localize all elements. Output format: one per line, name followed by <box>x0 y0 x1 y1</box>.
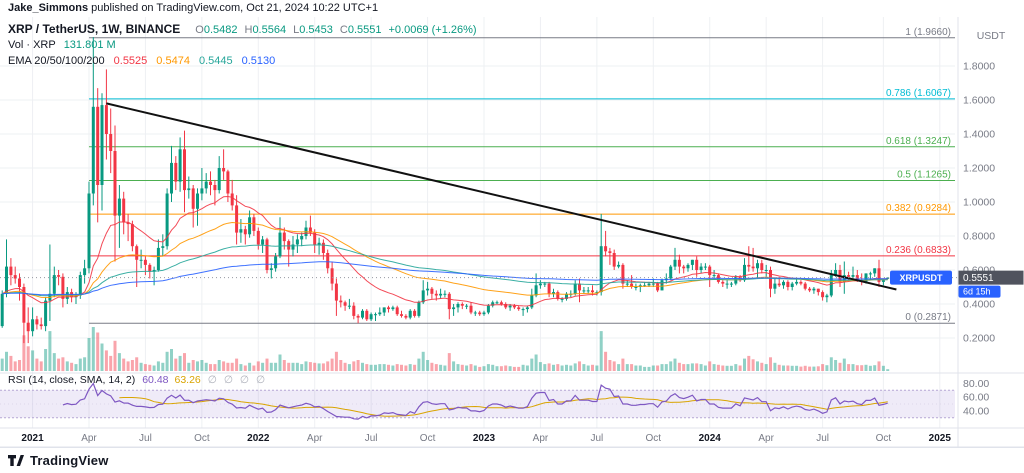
fib-retracement[interactable]: 1 (1.9660) 0.786 (1.6067) 0.618 (1.3247) 0.… <box>88 27 955 324</box>
svg-text:1.4000: 1.4000 <box>963 129 995 141</box>
grid <box>0 17 955 428</box>
publish-bar: Jake_Simmons published on TradingView.co… <box>0 0 1024 17</box>
svg-text:Jul: Jul <box>139 433 152 444</box>
time-axis[interactable]: 2021 Apr Jul Oct 2022 Apr Jul Oct 2023 Apr Jul Oct 2… <box>21 433 951 444</box>
svg-text:0.382 (0.9284): 0.382 (0.9284) <box>886 203 951 214</box>
svg-text:0 (0.2871): 0 (0.2871) <box>905 312 951 323</box>
svg-text:Oct: Oct <box>420 433 436 444</box>
symbol-legend-row[interactable]: XRP / TetherUS, 1W, BINANCE O0.5482 H0.556… <box>8 21 477 37</box>
rsi-line <box>62 382 888 420</box>
svg-text:USDT: USDT <box>977 30 1006 42</box>
symbol-price-badge <box>890 270 952 285</box>
high-label: H <box>244 24 253 36</box>
svg-text:2022: 2022 <box>247 433 270 444</box>
svg-text:0.618 (1.3247): 0.618 (1.3247) <box>886 136 951 147</box>
svg-text:1.2000: 1.2000 <box>963 163 995 175</box>
svg-text:1.8000: 1.8000 <box>963 61 995 73</box>
footer: TradingView <box>0 447 1024 473</box>
svg-text:Apr: Apr <box>533 433 549 444</box>
change-value: +0.0069 (+1.26%) <box>388 24 477 36</box>
ema-100-line <box>2 244 888 297</box>
svg-text:XRPUSDT: XRPUSDT <box>899 273 943 283</box>
ema-20-line <box>1 195 888 307</box>
rsi-empty-values: ∅ ∅ ∅ ∅ <box>207 374 268 386</box>
svg-text:2025: 2025 <box>929 433 952 444</box>
volume-value: 131.801 M <box>63 39 116 51</box>
open-value: 0.5482 <box>203 24 238 36</box>
svg-text:Jul: Jul <box>816 433 829 444</box>
symbol-title[interactable]: XRP / TetherUS, 1W, BINANCE <box>8 22 181 36</box>
last-price-label <box>958 270 1024 285</box>
publish-text: published on TradingView.com, Oct 21, 20… <box>88 2 379 14</box>
svg-text:80.00: 80.00 <box>963 378 989 390</box>
low-label: L <box>293 24 300 36</box>
svg-text:0.2000: 0.2000 <box>963 333 995 345</box>
svg-text:Apr: Apr <box>758 433 774 444</box>
volume-series <box>0 327 890 372</box>
svg-text:2021: 2021 <box>21 433 44 444</box>
svg-text:Apr: Apr <box>81 433 97 444</box>
svg-text:40.00: 40.00 <box>963 405 989 417</box>
ema200-value: 0.5130 <box>241 55 276 67</box>
countdown-badge <box>958 285 1001 298</box>
close-label: C <box>339 24 348 36</box>
svg-text:Oct: Oct <box>646 433 662 444</box>
volume-label[interactable]: Vol · XRP <box>8 39 56 51</box>
rsi-ma-line <box>119 396 888 417</box>
volume-legend-row[interactable]: Vol · XRP 131.801 M <box>8 37 477 53</box>
ema50-value: 0.5474 <box>156 55 190 67</box>
rsi-legend-row[interactable]: RSI (14, close, SMA, 14, 2) 60.48 63.26 ∅ ∅… <box>8 374 267 386</box>
svg-text:Oct: Oct <box>876 433 892 444</box>
svg-text:0.8000: 0.8000 <box>963 231 995 243</box>
rsi-ma-value: 63.26 <box>174 374 201 386</box>
open-label: O <box>195 24 204 36</box>
rsi-band <box>0 390 955 418</box>
tradingview-logo-icon[interactable] <box>8 453 24 468</box>
rsi-value: 60.48 <box>142 374 169 386</box>
svg-text:2024: 2024 <box>699 433 722 444</box>
candlestick-series <box>0 37 890 344</box>
svg-text:Jul: Jul <box>590 433 603 444</box>
svg-text:2023: 2023 <box>473 433 496 444</box>
svg-text:6d 15h: 6d 15h <box>963 287 991 297</box>
svg-text:0.236 (0.6833): 0.236 (0.6833) <box>886 245 951 256</box>
close-value: 0.5551 <box>347 24 382 36</box>
svg-text:0.4000: 0.4000 <box>963 299 995 311</box>
svg-text:1.0000: 1.0000 <box>963 197 995 209</box>
svg-text:1 (1.9660): 1 (1.9660) <box>905 27 951 38</box>
rsi-label[interactable]: RSI (14, close, SMA, 14, 2) <box>8 374 136 386</box>
ema-label[interactable]: EMA 20/50/100/200 <box>8 55 105 67</box>
ema-legend-row[interactable]: EMA 20/50/100/200 0.5525 0.5474 0.5445 0.513… <box>8 53 477 69</box>
price-axis[interactable]: USDT 1.8000 1.6000 1.4000 1.2000 1.0000 0.8000… <box>963 30 1006 417</box>
svg-text:1.6000: 1.6000 <box>963 95 995 107</box>
svg-text:Oct: Oct <box>194 433 210 444</box>
svg-text:0.786 (1.6067): 0.786 (1.6067) <box>886 88 951 99</box>
main-legend: XRP / TetherUS, 1W, BINANCE O0.5482 H0.556… <box>8 21 477 69</box>
svg-text:60.00: 60.00 <box>963 392 989 404</box>
ema-200-line <box>2 261 888 296</box>
high-value: 0.5564 <box>252 24 287 36</box>
svg-text:Jul: Jul <box>365 433 378 444</box>
ema20-value: 0.5525 <box>113 55 148 67</box>
tradingview-wordmark[interactable]: TradingView <box>30 453 109 468</box>
publish-author: Jake_Simmons <box>8 2 89 14</box>
low-value: 0.5453 <box>299 24 333 36</box>
svg-text:0.5 (1.1265): 0.5 (1.1265) <box>897 169 951 180</box>
ema-50-line <box>2 221 888 299</box>
ema100-value: 0.5445 <box>198 55 233 67</box>
svg-text:Apr: Apr <box>307 433 323 444</box>
svg-text:0.5551: 0.5551 <box>963 273 994 284</box>
trendline[interactable] <box>106 102 897 291</box>
